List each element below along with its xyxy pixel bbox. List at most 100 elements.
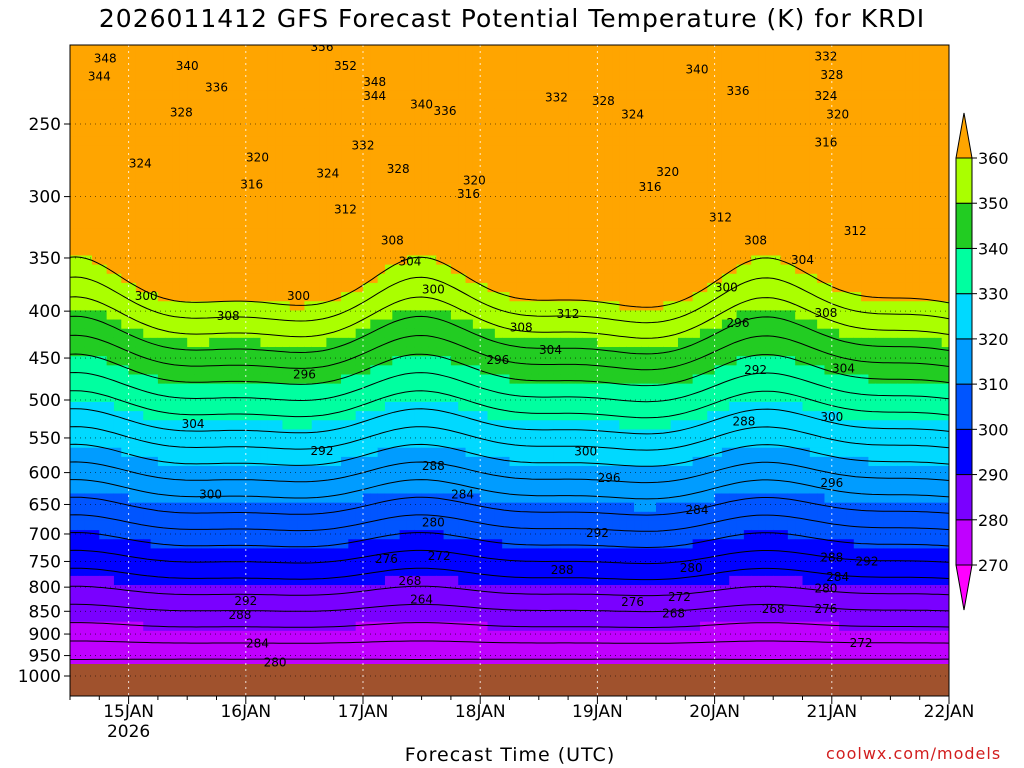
isentrope-contours: [70, 256, 949, 677]
contour-label: 280: [680, 561, 703, 575]
colorbar-band: [955, 519, 973, 566]
source-credit: coolwx.com/models: [826, 744, 1002, 763]
contour-label: 292: [234, 594, 257, 608]
contour-label: 288: [732, 415, 755, 429]
y-tick-label: 350: [29, 249, 61, 269]
isentrope-296: [70, 549, 949, 565]
isentrope-284: [70, 603, 949, 613]
contour-label: 276: [814, 602, 837, 616]
contour-label: 304: [182, 417, 205, 431]
contour-label: 304: [791, 253, 814, 267]
contour-label: 280: [814, 582, 837, 596]
isentrope-288: [70, 585, 949, 597]
contour-label: 300: [422, 283, 445, 297]
y-tick-label: 250: [29, 115, 61, 135]
contour-label: 308: [510, 321, 533, 335]
contour-label: 300: [199, 488, 222, 502]
contour-label: 292: [311, 444, 334, 458]
contour-label: 300: [135, 289, 158, 303]
y-tick-label: 850: [29, 602, 61, 622]
isentrope-312: [70, 479, 949, 500]
colorbar-label: 300: [978, 420, 1009, 439]
contour-label: 352: [334, 59, 357, 73]
y-tick-label: 450: [29, 349, 61, 369]
colorbar-band: [955, 474, 973, 521]
contour-label: 312: [844, 224, 867, 238]
contour-label: 284: [686, 503, 709, 517]
contour-label: 340: [176, 59, 199, 73]
contour-label: 320: [826, 107, 849, 121]
contour-label: 324: [316, 166, 339, 180]
colorbar-band: [955, 157, 973, 204]
contour-label: 320: [246, 151, 269, 165]
contour-label: 308: [814, 306, 837, 320]
colorbar-label: 280: [978, 511, 1009, 530]
y-tick-label: 800: [29, 578, 61, 598]
isentrope-308: [70, 496, 949, 516]
x-tick-label: 16JAN: [220, 702, 271, 722]
contour-label: 316: [639, 180, 662, 194]
contour-label: 288: [228, 608, 251, 622]
contour-label: 268: [662, 607, 685, 621]
contour-label: 308: [217, 309, 240, 323]
contour-label: 328: [387, 162, 410, 176]
colorbar-label: 310: [978, 375, 1009, 394]
colorbar-label: 320: [978, 330, 1009, 349]
x-tick-label: 18JAN: [455, 702, 506, 722]
y-tick-label: 300: [29, 188, 61, 208]
contour-label: 356: [311, 40, 334, 54]
isentrope-328: [70, 408, 949, 435]
contour-label: 320: [463, 173, 486, 187]
contour-label: 312: [334, 203, 357, 217]
x-tick-year: 2026: [107, 722, 150, 742]
y-axis: 250 300 350 400 450 500 550 600 650 700 750 800 850 9…: [18, 115, 70, 687]
contour-label: 272: [428, 549, 451, 563]
colorbar-band: [955, 383, 973, 430]
contour-label: 288: [551, 563, 574, 577]
isentrope-300: [70, 531, 949, 549]
contour-label: 348: [94, 51, 117, 65]
colorbar: 270 280 290 300 310 320 330 340 350 360: [955, 112, 1009, 611]
contour-label: 312: [709, 210, 732, 224]
colorbar-low-arrow: [955, 564, 973, 611]
contour-label: 324: [814, 89, 837, 103]
color-bands: [70, 45, 949, 677]
x-tick-label: 17JAN: [338, 702, 389, 722]
contour-label: 296: [727, 316, 750, 330]
chart-title: 2026011412 GFS Forecast Potential Temper…: [98, 4, 926, 33]
colorbar-high-arrow: [955, 112, 973, 159]
x-tick-label: 21JAN: [806, 702, 857, 722]
contour-label: 288: [820, 551, 843, 565]
isentrope-356: [70, 276, 949, 324]
isentrope-280: [70, 622, 949, 628]
y-tick-label: 550: [29, 429, 61, 449]
contour-label: 296: [820, 476, 843, 490]
isentrope-276: [70, 640, 949, 644]
contour-label: 324: [621, 107, 644, 121]
y-tick-label: 1000: [18, 667, 61, 687]
y-tick-label: 700: [29, 525, 61, 545]
contour-label: 268: [762, 602, 785, 616]
isentrope-332: [70, 390, 949, 419]
contour-label: 328: [820, 68, 843, 82]
isentrope-344: [70, 334, 949, 371]
contour-label: 332: [352, 139, 375, 153]
colorbar-label: 290: [978, 466, 1009, 485]
contour-label: 312: [557, 307, 580, 321]
isentrope-324: [70, 426, 949, 451]
grid-lines: [70, 45, 949, 696]
contour-label: 264: [410, 592, 433, 606]
contour-label: 284: [826, 570, 849, 584]
contour-label: 324: [129, 156, 152, 170]
contour-label: 272: [850, 636, 873, 650]
x-tick-label: 20JAN: [689, 702, 740, 722]
isentrope-316: [70, 461, 949, 484]
colorbar-band: [955, 293, 973, 340]
contour-label: 296: [486, 353, 509, 367]
isentrope-352: [70, 296, 949, 339]
contour-label: 296: [293, 368, 316, 382]
contour-label: 292: [744, 363, 767, 377]
y-tick-label: 900: [29, 625, 61, 645]
